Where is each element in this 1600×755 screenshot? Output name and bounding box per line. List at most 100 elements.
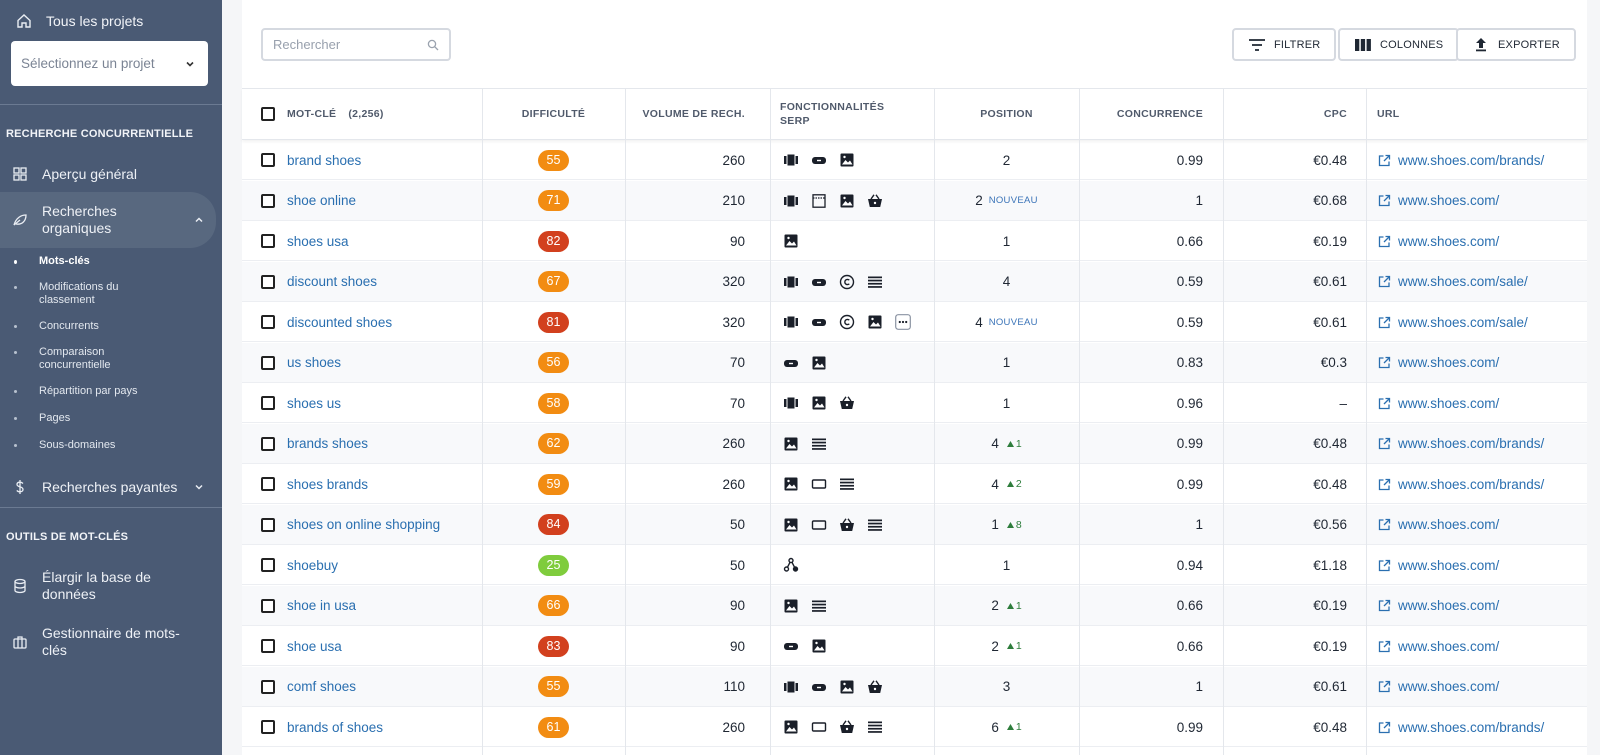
sidebar-sub-pages[interactable]: Pages bbox=[14, 412, 70, 425]
serp-features-cell bbox=[783, 667, 933, 707]
sidebar-sub-countries[interactable]: Répartition par pays bbox=[14, 385, 137, 398]
header-difficulty[interactable]: DIFFICULTÉ bbox=[521, 108, 586, 120]
row-checkbox[interactable] bbox=[261, 274, 275, 289]
header-keyword[interactable]: MOT-CLÉ (2,256) bbox=[261, 89, 461, 139]
row-checkbox[interactable] bbox=[261, 517, 275, 532]
header-serp-features[interactable]: FONCTIONNALITÉS SERP bbox=[780, 101, 885, 127]
export-button[interactable]: EXPORTER bbox=[1456, 28, 1576, 61]
header-volume[interactable]: VOLUME DE RECH. bbox=[642, 108, 745, 120]
row-checkbox[interactable] bbox=[261, 234, 275, 248]
sidebar-item-expand-database[interactable]: Élargir la base de données bbox=[0, 566, 216, 606]
sub-item-label: Pages bbox=[39, 412, 71, 424]
keyword-link[interactable]: discounted shoes bbox=[287, 314, 393, 330]
keyword-link[interactable]: comf shoes bbox=[287, 679, 357, 694]
row-checkbox[interactable] bbox=[261, 153, 275, 167]
sidebar-sub-ranking-changes[interactable]: Modifications du classement bbox=[14, 281, 149, 307]
sidebar-item-keyword-manager[interactable]: Gestionnaire de mots-clés bbox=[0, 622, 216, 662]
competition-cell: 0.94 bbox=[1176, 557, 1203, 573]
row-checkbox[interactable] bbox=[261, 679, 275, 694]
serp-icons bbox=[783, 436, 827, 452]
keyword-link[interactable]: shoe usa bbox=[287, 638, 342, 654]
header-cpc[interactable]: CPC bbox=[1323, 108, 1347, 120]
all-projects-link[interactable]: Tous les projets bbox=[0, 0, 222, 42]
keyword-link[interactable]: brands shoes bbox=[287, 436, 369, 451]
image-icon bbox=[839, 679, 855, 695]
position-value: 1 bbox=[1002, 355, 1011, 370]
keyword-link[interactable]: shoes on online shopping bbox=[287, 517, 441, 532]
url-link[interactable]: www.shoes.com/ bbox=[1378, 193, 1499, 208]
position-value: 4 bbox=[991, 436, 999, 451]
url-link[interactable]: www.shoes.com/brands/ bbox=[1378, 436, 1544, 451]
url-link[interactable]: www.shoes.com/brands/ bbox=[1378, 153, 1544, 168]
keyword-link[interactable]: shoes brands bbox=[287, 476, 369, 492]
sidebar: Tous les projets Sélectionnez un projet … bbox=[0, 0, 222, 755]
header-position[interactable]: POSITION bbox=[980, 108, 1033, 120]
url-link[interactable]: www.shoes.com/brands/ bbox=[1378, 720, 1544, 735]
keyword-link[interactable]: brand shoes bbox=[287, 152, 362, 168]
keyword-link[interactable]: shoes us bbox=[287, 395, 342, 411]
row-checkbox[interactable] bbox=[261, 315, 275, 329]
search-input[interactable]: Rechercher bbox=[261, 28, 451, 61]
url-link[interactable]: www.shoes.com/sale/ bbox=[1378, 274, 1528, 289]
url-link[interactable]: www.shoes.com/ bbox=[1378, 679, 1499, 694]
serp-icons bbox=[783, 274, 883, 290]
position-cell: 1 bbox=[934, 545, 1079, 585]
keyword-link[interactable]: discount shoes bbox=[287, 274, 378, 289]
bullet-icon bbox=[14, 444, 17, 447]
row-checkbox[interactable] bbox=[261, 639, 275, 653]
sidebar-item-organic[interactable]: Recherches organiques bbox=[0, 192, 216, 248]
row-checkbox[interactable] bbox=[261, 720, 275, 734]
keyword-link[interactable]: shoe in usa bbox=[287, 598, 357, 613]
row-checkbox[interactable] bbox=[261, 598, 275, 613]
keyword-link[interactable]: brands of shoes bbox=[287, 719, 384, 735]
url-link[interactable]: www.shoes.com/brands/ bbox=[1378, 477, 1544, 492]
section-competitive-research: RECHERCHE CONCURRENTIELLE bbox=[6, 128, 194, 140]
volume-cell: 90 bbox=[729, 233, 745, 249]
columns-button[interactable]: COLONNES bbox=[1338, 28, 1460, 61]
url-link[interactable]: www.shoes.com/ bbox=[1378, 355, 1499, 370]
sidebar-sub-subdomains[interactable]: Sous-domaines bbox=[14, 439, 115, 452]
filter-button[interactable]: FILTRER bbox=[1232, 28, 1337, 61]
url-link[interactable]: www.shoes.com/sale/ bbox=[1378, 315, 1528, 330]
url-link[interactable]: www.shoes.com/ bbox=[1378, 558, 1499, 573]
image-icon bbox=[811, 395, 827, 411]
header-competition[interactable]: CONCURRENCE bbox=[1116, 108, 1203, 120]
keyword-link[interactable]: shoe online bbox=[287, 193, 357, 208]
row-checkbox[interactable] bbox=[261, 477, 275, 491]
cpc-cell: €0.56 bbox=[1313, 517, 1347, 532]
competition-cell: 0.99 bbox=[1176, 152, 1203, 168]
serp-features-cell bbox=[783, 140, 933, 180]
difficulty-cell: 58 bbox=[482, 383, 625, 423]
url-link[interactable]: www.shoes.com/ bbox=[1378, 639, 1499, 654]
external-link-icon bbox=[1378, 599, 1391, 612]
keyword-cell: brands of shoes bbox=[261, 707, 481, 747]
header-url[interactable]: URL bbox=[1377, 108, 1400, 120]
external-link-icon bbox=[1378, 518, 1391, 531]
serp-features-cell bbox=[783, 262, 933, 302]
carousel-icon bbox=[783, 274, 799, 290]
keyword-link[interactable]: us shoes bbox=[287, 355, 342, 370]
sidebar-sub-keywords[interactable]: Mots-clés bbox=[14, 255, 90, 268]
ad-icon bbox=[811, 719, 827, 735]
project-select[interactable]: Sélectionnez un projet bbox=[11, 41, 208, 86]
main-panel: Rechercher FILTRER COLONNES EXPORTER MOT… bbox=[242, 0, 1587, 755]
keyword-link[interactable]: shoes usa bbox=[287, 233, 349, 249]
url-link[interactable]: www.shoes.com/ bbox=[1378, 598, 1499, 613]
dollar-icon bbox=[16, 480, 24, 494]
external-link-icon bbox=[1378, 640, 1391, 652]
keyword-link[interactable]: shoebuy bbox=[287, 557, 339, 573]
row-checkbox[interactable] bbox=[261, 436, 275, 451]
sidebar-item-overview[interactable]: Aperçu général bbox=[0, 160, 216, 188]
sidebar-sub-competitors[interactable]: Concurrents bbox=[14, 320, 99, 333]
row-checkbox[interactable] bbox=[261, 193, 275, 208]
search-icon bbox=[427, 39, 439, 50]
row-checkbox[interactable] bbox=[261, 558, 275, 572]
url-link[interactable]: www.shoes.com/ bbox=[1378, 234, 1499, 249]
url-link[interactable]: www.shoes.com/ bbox=[1378, 396, 1499, 411]
row-checkbox[interactable] bbox=[261, 396, 275, 410]
row-checkbox[interactable] bbox=[261, 355, 275, 370]
select-all-checkbox[interactable] bbox=[261, 107, 275, 121]
url-link[interactable]: www.shoes.com/ bbox=[1378, 517, 1499, 532]
sidebar-sub-comparison[interactable]: Comparaison concurrentielle bbox=[14, 346, 139, 372]
sidebar-item-paid[interactable]: Recherches payantes bbox=[0, 473, 216, 501]
